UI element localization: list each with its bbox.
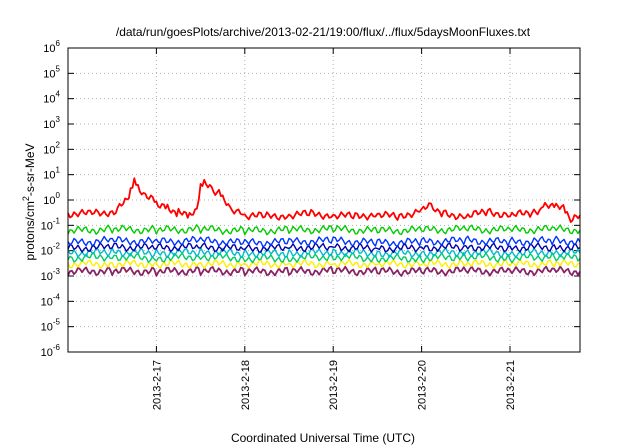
y-tick-exponent: -2 (53, 242, 61, 251)
y-tick-base: 10 (41, 347, 53, 359)
y-tick-base: 10 (43, 119, 55, 131)
y-tick-base: 10 (43, 43, 55, 55)
y-tick-base: 10 (43, 144, 55, 156)
y-tick-label: 101 (43, 166, 60, 182)
plot-frame (67, 47, 581, 353)
x-tick-label: 2013-2-17 (151, 360, 163, 410)
y-tick-label: 10-3 (41, 267, 61, 283)
series-line-8 (67, 265, 581, 277)
y-tick-labels: 10610510410310210110010-110-210-310-410-… (41, 39, 61, 359)
y-tick-base: 10 (43, 195, 55, 207)
chart-title: /data/run/goesPlots/archive/2013-02-21/1… (116, 25, 531, 39)
y-tick-label: 10-2 (41, 242, 61, 258)
y-tick-exponent: 3 (56, 115, 61, 124)
y-tick-label: 10-5 (41, 318, 61, 334)
series-line-7 (67, 258, 581, 270)
series-line-1 (67, 177, 581, 224)
y-tick-exponent: 2 (56, 140, 61, 149)
y-tick-base: 10 (43, 170, 55, 182)
plot-series (67, 177, 581, 277)
x-tick-labels: 2013-2-17 2013-2-18 2013-2-19 2013-2-20 2013… (151, 360, 517, 410)
y-tick-exponent: -4 (53, 292, 61, 301)
y-tick-label: 106 (43, 39, 60, 55)
y-tick-label: 103 (43, 115, 60, 131)
y-tick-label: 104 (43, 90, 60, 106)
x-axis-label: Coordinated Universal Time (UTC) (231, 431, 415, 445)
y-tick-base: 10 (41, 322, 53, 334)
series-line-3 (67, 235, 581, 248)
y-tick-base: 10 (43, 68, 55, 80)
x-tick-label: 2013-2-19 (328, 360, 340, 410)
y-tick-exponent: 6 (56, 39, 61, 48)
y-tick-exponent: 5 (56, 64, 61, 73)
y-tick-exponent: -3 (53, 267, 61, 276)
y-tick-label: 100 (43, 191, 60, 207)
y-tick-base: 10 (41, 220, 53, 232)
y-tick-base: 10 (41, 271, 53, 283)
y-axis-label-pre: protons/cm (23, 201, 37, 260)
y-tick-exponent: 0 (56, 191, 61, 200)
y-tick-label: 102 (43, 140, 60, 156)
x-tick-label: 2013-2-20 (417, 360, 429, 410)
y-tick-label: 10-1 (41, 216, 61, 232)
y-axis-label-sup: 2 (21, 196, 31, 201)
y-tick-label: 10-4 (41, 292, 61, 308)
y-tick-base: 10 (41, 246, 53, 258)
y-tick-base: 10 (43, 94, 55, 106)
x-tick-label: 2013-2-18 (240, 360, 252, 410)
series-line-6 (67, 251, 581, 264)
y-tick-base: 10 (41, 296, 53, 308)
x-tick-label: 2013-2-21 (505, 360, 517, 410)
y-tick-exponent: -6 (53, 343, 61, 352)
y-tick-label: 105 (43, 64, 60, 80)
y-tick-label: 10-6 (41, 343, 61, 359)
grid-lines (68, 47, 580, 353)
y-tick-exponent: -5 (53, 318, 61, 327)
series-line-5 (67, 246, 581, 259)
series-line-4 (67, 242, 581, 254)
y-tick-exponent: -1 (53, 216, 61, 225)
series-line-2 (67, 224, 581, 236)
y-tick-exponent: 1 (56, 166, 61, 175)
y-axis-label: protons/cm2-s-sr-MeV (21, 143, 37, 260)
y-axis-label-post: -s-sr-MeV (23, 143, 37, 196)
y-tick-exponent: 4 (56, 90, 61, 99)
